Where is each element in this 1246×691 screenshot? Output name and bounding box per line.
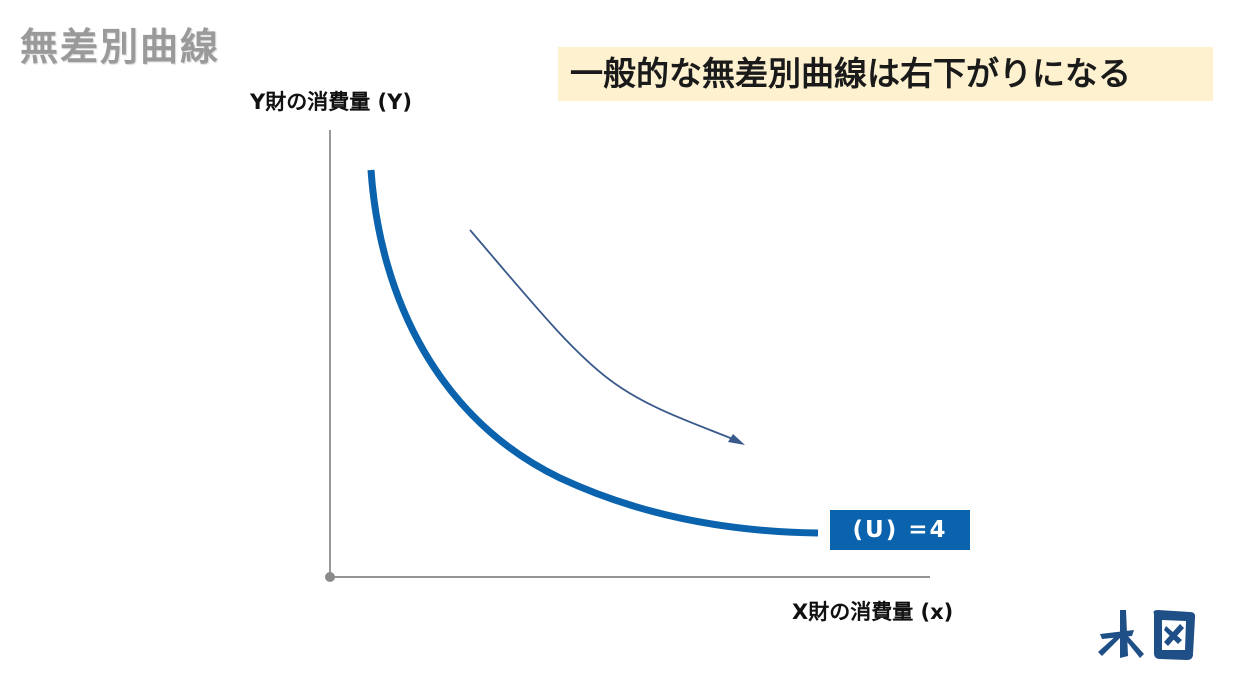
slide-title: 無差別曲線 — [20, 25, 221, 69]
y-axis-label: Y財の消費量 (Y) — [250, 90, 412, 114]
direction-arrow-head — [728, 434, 745, 445]
direction-arrow-line — [469, 229, 741, 443]
x-axis-label: X財の消費量 (x) — [792, 600, 954, 624]
origin-point — [325, 572, 335, 582]
headline-banner: 一般的な無差別曲線は右下がりになる — [558, 47, 1213, 101]
brand-logo-icon — [1098, 610, 1196, 660]
curve-utility-label: (U) =4 — [830, 510, 970, 550]
indifference-curve — [367, 169, 819, 537]
